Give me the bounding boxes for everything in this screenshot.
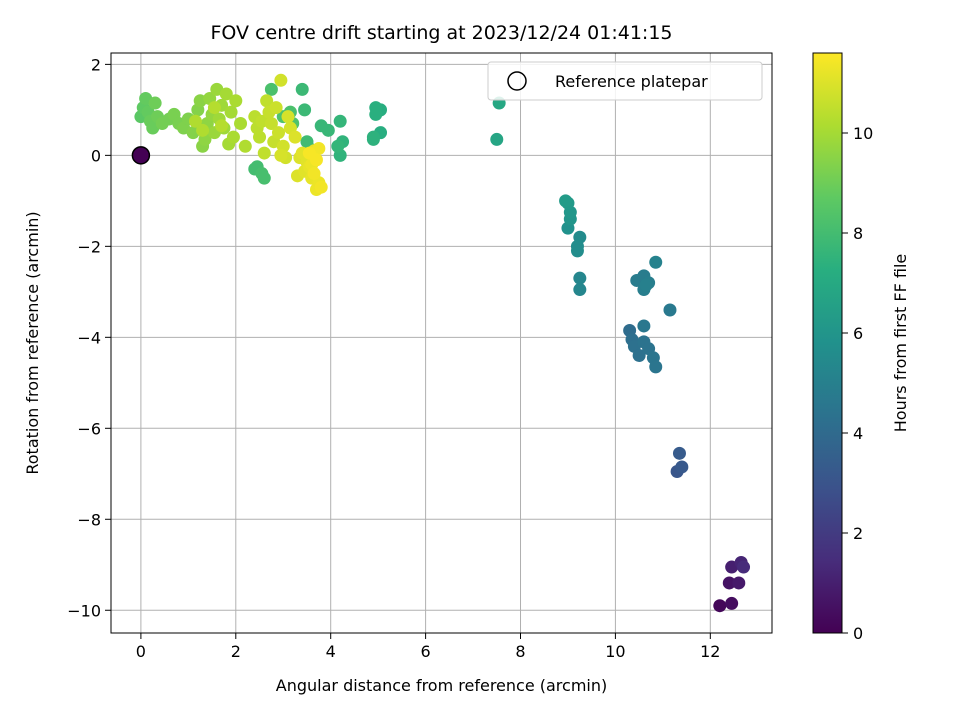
data-point: [649, 360, 663, 374]
y-tick-label: −4: [77, 328, 101, 347]
data-point: [207, 101, 221, 115]
data-points: [134, 73, 751, 613]
data-point: [264, 82, 278, 96]
data-point: [713, 599, 727, 613]
data-point: [570, 244, 584, 258]
data-point: [298, 103, 312, 117]
colorbar-ticks: 0 2 4 6 8 10: [842, 124, 873, 643]
colorbar-tick-label: 10: [853, 124, 873, 143]
x-tick-label: 4: [326, 642, 336, 661]
data-point: [331, 139, 345, 153]
data-point: [672, 446, 686, 460]
data-point: [229, 94, 243, 108]
data-point: [559, 194, 573, 208]
data-point: [288, 130, 302, 144]
data-point: [219, 87, 233, 101]
data-point: [281, 110, 295, 124]
y-tick-label: −2: [77, 237, 101, 256]
data-point: [260, 94, 274, 108]
data-point: [274, 73, 288, 87]
y-tick-label: 2: [91, 55, 101, 74]
legend-marker-icon: [507, 71, 527, 91]
data-point: [725, 596, 739, 610]
x-tick-label: 0: [136, 642, 146, 661]
data-point: [314, 180, 328, 194]
y-tick-label: −10: [67, 601, 101, 620]
data-point: [257, 171, 271, 185]
colorbar-label: Hours from first FF file: [891, 254, 910, 433]
legend: Reference platepar: [487, 61, 763, 101]
data-point: [366, 130, 380, 144]
data-point: [302, 146, 316, 160]
x-tick-label: 12: [700, 642, 720, 661]
data-point: [226, 130, 240, 144]
data-point: [257, 146, 271, 160]
y-tick-label: −8: [77, 510, 101, 529]
data-point: [663, 303, 677, 317]
colorbar-tick-label: 8: [853, 224, 863, 243]
data-point: [649, 255, 663, 269]
colorbar: 0 2 4 6 8 10 Hours from first FF file: [812, 52, 910, 643]
chart-title: FOV centre drift starting at 2023/12/24 …: [210, 22, 672, 44]
x-axis-ticks: 0 2 4 6 8 10 12: [136, 633, 720, 661]
y-tick-label: −6: [77, 419, 101, 438]
data-point: [148, 96, 162, 110]
colorbar-tick-label: 4: [853, 424, 863, 443]
data-point: [295, 82, 309, 96]
data-point: [188, 114, 202, 128]
colorbar-tick-label: 0: [853, 624, 863, 643]
x-tick-label: 6: [421, 642, 431, 661]
data-point: [224, 105, 238, 119]
colorbar-tick-label: 6: [853, 324, 863, 343]
data-point: [196, 123, 210, 137]
data-point: [490, 132, 504, 146]
data-point: [637, 319, 651, 333]
plot-frame: [110, 52, 773, 634]
data-point: [272, 126, 286, 140]
y-axis-ticks: −10 −8 −6 −4 −2 0 2: [67, 55, 111, 620]
data-point: [573, 283, 587, 297]
data-point: [722, 576, 736, 590]
y-axis-label: Rotation from reference (arcmin): [23, 211, 42, 474]
data-point: [238, 139, 252, 153]
x-tick-label: 8: [515, 642, 525, 661]
data-point: [234, 117, 248, 131]
data-point: [269, 101, 283, 115]
data-point: [264, 117, 278, 131]
data-point: [573, 271, 587, 285]
y-tick-label: 0: [91, 146, 101, 165]
data-point: [215, 119, 229, 133]
data-point: [632, 349, 646, 363]
colorbar-tick-label: 2: [853, 524, 863, 543]
x-axis-label: Angular distance from reference (arcmin): [276, 676, 607, 695]
reference-point: [131, 146, 151, 165]
data-point: [333, 114, 347, 128]
data-point: [314, 119, 328, 133]
data-point: [369, 107, 383, 121]
data-point: [737, 560, 751, 574]
data-point: [274, 148, 288, 162]
colorbar-gradient: [812, 52, 843, 634]
x-tick-label: 10: [605, 642, 625, 661]
legend-label: Reference platepar: [555, 72, 708, 91]
data-point: [732, 576, 746, 590]
data-point: [307, 167, 321, 181]
data-point: [253, 130, 267, 144]
x-tick-label: 2: [231, 642, 241, 661]
data-point: [675, 460, 689, 474]
legend-box: [487, 61, 763, 101]
data-point: [639, 278, 653, 292]
